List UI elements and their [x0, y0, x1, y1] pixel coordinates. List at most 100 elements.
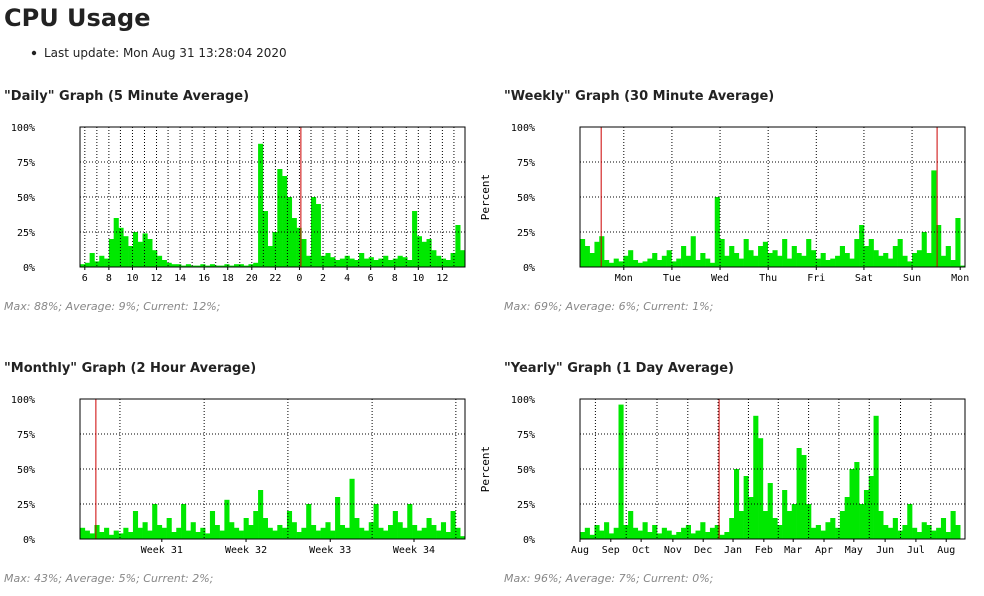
- bar: [604, 260, 610, 267]
- bar: [402, 527, 408, 539]
- bar: [118, 227, 124, 267]
- bar: [835, 255, 841, 267]
- bar: [878, 255, 884, 267]
- y-axis-label: Percent: [479, 174, 492, 220]
- bar: [580, 532, 586, 539]
- bar: [888, 527, 894, 539]
- last-update: Last update: Mon Aug 31 13:28:04 2020: [44, 46, 287, 60]
- x-tick-label: Fri: [807, 273, 825, 284]
- x-tick-label: 22: [269, 273, 281, 284]
- x-tick-label: Week 34: [393, 545, 435, 556]
- bar: [416, 530, 422, 539]
- stats: Max: 96%; Average: 7%; Current: 0%;: [504, 572, 713, 585]
- bar: [460, 536, 466, 539]
- bar: [835, 527, 841, 539]
- bar: [123, 236, 129, 267]
- x-tick-label: Week 31: [141, 545, 183, 556]
- bar: [883, 253, 889, 267]
- bar: [335, 497, 341, 539]
- bar: [224, 499, 230, 539]
- bar: [791, 504, 797, 539]
- bar: [166, 262, 172, 267]
- bar: [383, 255, 389, 267]
- bar: [955, 525, 961, 539]
- bar: [676, 258, 682, 267]
- bar: [888, 258, 894, 267]
- bar: [642, 261, 648, 267]
- bar: [729, 518, 735, 539]
- bar: [936, 527, 942, 539]
- x-tick-label: 10: [126, 273, 138, 284]
- bar: [912, 253, 918, 267]
- bar: [584, 527, 590, 539]
- plot-border: [79, 126, 466, 268]
- stats: Max: 88%; Average: 9%; Current: 12%;: [4, 300, 220, 313]
- bar: [743, 239, 749, 267]
- bar: [661, 527, 667, 539]
- bar: [272, 530, 278, 539]
- bar: [685, 255, 691, 267]
- bar: [767, 253, 773, 267]
- bar: [849, 258, 855, 267]
- bar: [238, 264, 244, 267]
- bar: [608, 262, 614, 267]
- bar: [786, 511, 793, 539]
- bar: [190, 265, 196, 267]
- bar: [200, 264, 206, 267]
- bar: [589, 253, 595, 267]
- bar: [181, 504, 187, 539]
- bar: [407, 260, 413, 267]
- bar: [426, 239, 432, 267]
- x-tick-label: 0: [296, 273, 302, 284]
- bar: [388, 260, 394, 267]
- x-tick-label: 6: [368, 273, 374, 284]
- bar: [724, 255, 730, 267]
- y-tick-label: 50%: [17, 193, 35, 204]
- bar: [431, 250, 437, 267]
- bar: [157, 525, 163, 539]
- bar: [945, 532, 951, 539]
- bar: [584, 246, 590, 267]
- bar: [811, 250, 817, 267]
- bar: [205, 265, 211, 267]
- bar: [599, 236, 605, 267]
- x-tick-label: 10: [412, 273, 424, 284]
- x-tick-label: Aug: [571, 545, 589, 556]
- bar: [392, 258, 398, 267]
- bar: [84, 262, 90, 267]
- page-title: CPU Usage: [4, 4, 150, 32]
- bar: [104, 527, 110, 539]
- bar: [844, 497, 850, 539]
- bar: [330, 530, 336, 539]
- bar: [839, 511, 845, 539]
- y-tick-label: 75%: [517, 430, 535, 441]
- bar: [113, 530, 119, 539]
- y-tick-label: 0%: [523, 535, 535, 546]
- bar: [205, 533, 211, 539]
- bar: [830, 518, 836, 539]
- chart-title: "Daily" Graph (5 Minute Average): [4, 89, 249, 104]
- bar: [960, 265, 966, 267]
- bar: [219, 265, 225, 267]
- bar: [820, 253, 826, 267]
- bar: [921, 232, 927, 267]
- bar: [690, 236, 696, 267]
- bar: [940, 518, 947, 539]
- bar: [594, 525, 600, 539]
- bar: [873, 250, 879, 267]
- bar: [926, 253, 932, 267]
- bar: [108, 534, 114, 539]
- bar: [253, 511, 259, 539]
- bar: [181, 265, 187, 267]
- x-tick-label: Nov: [664, 545, 682, 556]
- chart-title: "Weekly" Graph (30 Minute Average): [504, 89, 774, 104]
- bar: [118, 533, 124, 539]
- bar: [637, 530, 643, 539]
- bar: [349, 478, 355, 539]
- bar: [902, 255, 908, 267]
- y-tick-label: 50%: [517, 193, 535, 204]
- bar: [714, 197, 720, 267]
- y-tick-label: 100%: [11, 395, 35, 406]
- bar: [262, 518, 268, 539]
- bar: [825, 260, 831, 267]
